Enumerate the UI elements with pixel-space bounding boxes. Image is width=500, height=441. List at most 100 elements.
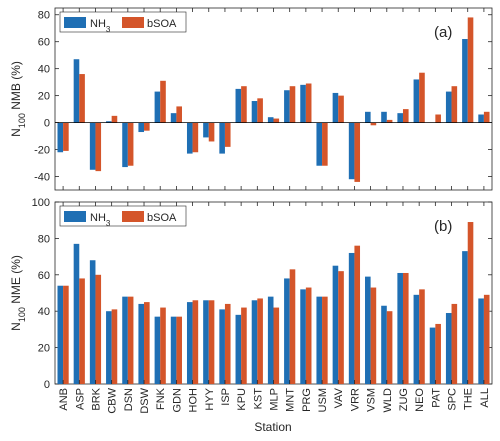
bar-nh3-brk — [90, 123, 96, 170]
bar-bsoa-asp — [79, 278, 85, 384]
xtick-label-hyy: HYY — [204, 387, 216, 410]
panel-b-ytick-label: 100 — [32, 197, 50, 209]
bar-bsoa-fnk — [160, 81, 166, 123]
xtick-label-the: THE — [463, 388, 475, 410]
bar-nh3-cbw — [106, 311, 112, 384]
legend-text-bsoa: bSOA — [147, 212, 177, 224]
bar-bsoa-cbw — [112, 309, 118, 384]
bar-nh3-brk — [90, 260, 96, 384]
bar-bsoa-spc — [452, 304, 458, 384]
xtick-label-vav: VAV — [333, 387, 345, 408]
legend-text-bsoa: bSOA — [147, 18, 177, 30]
xtick-label-dsn: DSN — [123, 388, 135, 411]
xtick-label-gdn: GDN — [171, 388, 183, 413]
panel-a-ytick-label: 80 — [38, 10, 50, 22]
panel-a-ytick-label: 20 — [38, 91, 50, 103]
bar-nh3-zug — [397, 113, 403, 122]
bar-bsoa-gdn — [176, 106, 182, 122]
xtick-label-kpu: KPU — [236, 388, 248, 411]
bar-nh3-kst — [252, 300, 258, 384]
bar-nh3-vsm — [365, 277, 371, 384]
bar-bsoa-asp — [79, 74, 85, 123]
xtick-label-dsw: DSW — [139, 387, 151, 413]
bar-bsoa-mnt — [290, 269, 296, 384]
x-axis-label: Station — [254, 420, 291, 434]
bar-bsoa-mnt — [290, 86, 296, 122]
panel-b-label: (b) — [434, 218, 452, 235]
xtick-label-isp: ISP — [220, 388, 232, 406]
bar-bsoa-isp — [225, 123, 231, 147]
bar-nh3-isp — [219, 309, 225, 384]
bar-nh3-neo — [414, 295, 420, 384]
bar-bsoa-pat — [435, 115, 441, 123]
xtick-label-mnt: MNT — [285, 388, 297, 412]
bar-bsoa-cbw — [112, 116, 118, 123]
bar-nh3-zug — [397, 273, 403, 384]
bar-bsoa-kpu — [241, 86, 247, 122]
xtick-label-vrr: VRR — [349, 388, 361, 411]
bar-nh3-mlp — [268, 297, 274, 384]
bar-bsoa-anb — [63, 286, 69, 384]
xtick-label-mlp: MLP — [269, 388, 281, 411]
bar-bsoa-hoh — [193, 300, 199, 384]
legend-swatch-nh3 — [64, 211, 86, 222]
bar-bsoa-vsm — [371, 288, 377, 384]
xtick-label-prg: PRG — [301, 388, 313, 412]
panel-b-ytick-label: 60 — [38, 270, 50, 282]
bar-nh3-spc — [446, 92, 452, 123]
bar-nh3-fnk — [155, 92, 161, 123]
bar-nh3-vav — [333, 266, 339, 384]
panel-a-frame — [55, 8, 492, 190]
bar-bsoa-all — [484, 295, 490, 384]
bar-bsoa-neo — [419, 289, 425, 384]
bar-nh3-kpu — [236, 315, 242, 384]
bar-bsoa-wld — [387, 120, 393, 123]
panel-a-ytick-label: 0 — [44, 118, 50, 130]
bar-nh3-the — [462, 251, 468, 384]
panel-a-label: (a) — [434, 24, 452, 41]
bar-nh3-mnt — [284, 278, 290, 384]
bar-bsoa-brk — [95, 123, 101, 172]
panel-b-ytick-label: 40 — [38, 306, 50, 318]
bar-bsoa-kpu — [241, 308, 247, 384]
xtick-label-neo: NEO — [414, 388, 426, 412]
bar-nh3-fnk — [155, 317, 161, 384]
bar-bsoa-vrr — [354, 123, 360, 182]
bar-bsoa-kst — [257, 98, 263, 122]
xtick-label-all: ALL — [479, 388, 491, 408]
bar-nh3-vav — [333, 93, 339, 123]
xtick-label-kst: KST — [252, 388, 264, 410]
panel-a-ytick-label: 60 — [38, 37, 50, 49]
xtick-label-asp: ASP — [74, 388, 86, 410]
bar-nh3-hyy — [203, 123, 209, 138]
bar-bsoa-hyy — [209, 123, 215, 142]
xtick-label-wld: WLD — [382, 388, 394, 413]
bar-bsoa-prg — [306, 83, 312, 122]
bar-bsoa-dsn — [128, 123, 134, 166]
xtick-label-pat: PAT — [430, 388, 442, 408]
bar-bsoa-vrr — [354, 246, 360, 384]
bar-nh3-pat — [430, 328, 436, 384]
bar-bsoa-brk — [95, 275, 101, 384]
bar-bsoa-the — [468, 17, 474, 122]
bar-bsoa-zug — [403, 273, 409, 384]
bar-bsoa-hyy — [209, 300, 215, 384]
bar-nh3-asp — [74, 244, 80, 384]
bar-nh3-vrr — [349, 253, 355, 384]
bar-bsoa-vav — [338, 96, 344, 123]
bar-bsoa-vav — [338, 271, 344, 384]
bar-bsoa-pat — [435, 324, 441, 384]
xtick-label-fnk: FNK — [155, 387, 167, 410]
panel-a-ytick-label: 40 — [38, 64, 50, 76]
bar-bsoa-mlp — [274, 308, 280, 384]
bar-nh3-prg — [300, 85, 306, 123]
panel-b-ytick-label: 80 — [38, 233, 50, 245]
bar-bsoa-mlp — [274, 119, 280, 123]
bar-nh3-all — [478, 298, 484, 384]
bar-nh3-kpu — [236, 89, 242, 123]
bar-nh3-isp — [219, 123, 225, 154]
bar-nh3-gdn — [171, 317, 177, 384]
bar-nh3-all — [478, 115, 484, 123]
